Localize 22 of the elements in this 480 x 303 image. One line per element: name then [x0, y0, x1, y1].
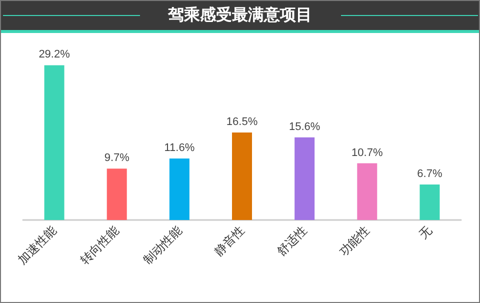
data-label: 9.7% — [104, 152, 130, 164]
bar — [420, 184, 440, 220]
x-tick-label: 无 — [416, 223, 435, 242]
x-tick-label: 转向性能 — [78, 223, 122, 267]
data-label: 6.7% — [417, 168, 442, 180]
bar — [106, 168, 127, 220]
bar — [294, 137, 315, 220]
data-label: 29.2% — [38, 48, 70, 61]
bar — [357, 163, 378, 220]
bar — [232, 132, 252, 220]
chart-title: 驾乘感受最满意项目 — [166, 5, 313, 26]
data-label: 11.6% — [164, 142, 195, 154]
x-tick-label: 功能性 — [336, 223, 372, 258]
x-tick-label: 制动性能 — [140, 223, 184, 267]
x-tick-label: 静音性 — [212, 223, 247, 258]
data-label: 15.6% — [288, 120, 320, 133]
x-tick-label: 舒适性 — [274, 223, 310, 258]
x-tick-label: 加速性能 — [15, 223, 60, 267]
bar — [44, 65, 64, 220]
data-label: 10.7% — [352, 146, 383, 159]
bar — [169, 158, 190, 220]
data-label: 16.5% — [226, 116, 258, 128]
